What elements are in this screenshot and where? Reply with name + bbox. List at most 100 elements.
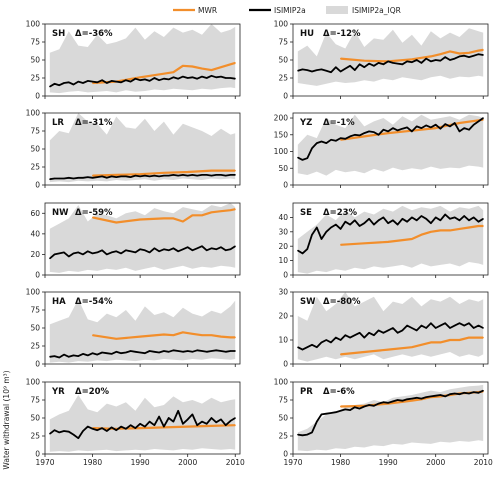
panel-lr: 0 25 50 75 100 LR Δ=-31% — [26, 109, 241, 190]
data-point-isimip2a — [349, 409, 351, 411]
data-point-isimip2a — [144, 249, 146, 251]
data-point-isimip2a — [406, 398, 408, 400]
data-point-isimip2a — [72, 252, 75, 254]
data-point-isimip2a — [416, 59, 418, 61]
y-axis-label: Water withdrawal (10⁹ m³) — [2, 370, 11, 469]
data-point-isimip2a — [168, 175, 170, 177]
data-point-isimip2a — [387, 402, 389, 404]
data-point-isimip2a — [311, 147, 313, 149]
data-point-isimip2a — [435, 327, 437, 329]
data-point-mwr — [220, 66, 222, 68]
data-point-isimip2a — [482, 390, 484, 392]
data-point-isimip2a — [392, 127, 394, 129]
data-point-isimip2a — [320, 140, 323, 143]
series-line-isimip2a — [297, 322, 484, 351]
legend-swatch-iqr — [326, 6, 348, 14]
data-point-isimip2a — [191, 76, 193, 78]
y-tick-label: 0 — [283, 450, 288, 459]
data-point-isimip2a — [340, 228, 342, 230]
data-point-isimip2a — [335, 66, 337, 68]
data-point-isimip2a — [111, 175, 113, 177]
data-point-isimip2a — [449, 59, 451, 61]
data-point-isimip2a — [130, 250, 132, 252]
data-point-mwr — [439, 53, 441, 55]
data-point-isimip2a — [158, 250, 160, 252]
data-point-isimip2a — [68, 431, 70, 433]
data-point-isimip2a — [359, 225, 361, 227]
data-point-isimip2a — [425, 327, 427, 329]
data-point-isimip2a — [172, 76, 174, 78]
data-point-mwr — [340, 405, 342, 408]
data-point-isimip2a — [106, 352, 108, 354]
data-point-isimip2a — [349, 337, 351, 339]
data-point-isimip2a — [468, 392, 470, 395]
data-point-isimip2a — [63, 82, 65, 84]
data-point-isimip2a — [53, 83, 56, 85]
y-tick-label: 0 — [35, 271, 40, 280]
y-tick-label: 50 — [30, 324, 40, 333]
data-point-isimip2a — [92, 252, 94, 254]
data-point-isimip2a — [458, 322, 461, 324]
y-tick-label: 30 — [278, 288, 288, 297]
data-point-isimip2a — [340, 339, 342, 341]
data-point-isimip2a — [168, 351, 170, 353]
data-point-mwr — [420, 234, 422, 236]
data-point-isimip2a — [177, 250, 179, 252]
data-point-isimip2a — [77, 177, 79, 179]
panel-delta: Δ=-12% — [323, 29, 361, 39]
data-point-mwr — [182, 331, 184, 333]
data-point-isimip2a — [101, 175, 103, 177]
data-point-isimip2a — [172, 349, 174, 351]
data-point-isimip2a — [96, 176, 98, 178]
panel-label: YR — [51, 387, 65, 397]
data-point-isimip2a — [168, 249, 170, 251]
data-point-isimip2a — [392, 400, 394, 402]
data-point-isimip2a — [473, 216, 475, 218]
data-point-isimip2a — [368, 404, 370, 406]
data-point-isimip2a — [101, 427, 103, 429]
data-point-isimip2a — [373, 224, 375, 226]
panel-delta: Δ=-59% — [75, 208, 113, 218]
axes-frame — [292, 291, 489, 365]
data-point-isimip2a — [120, 175, 122, 177]
y-tick-label: 75 — [278, 38, 288, 47]
y-tick-label: 100 — [26, 378, 41, 387]
data-point-isimip2a — [311, 70, 313, 73]
data-point-isimip2a — [435, 59, 437, 61]
data-point-isimip2a — [68, 255, 70, 258]
data-point-isimip2a — [301, 159, 304, 161]
data-point-isimip2a — [115, 81, 117, 83]
data-point-isimip2a — [49, 433, 51, 435]
data-point-mwr — [163, 172, 165, 174]
data-point-isimip2a — [215, 349, 217, 351]
data-point-isimip2a — [234, 417, 236, 419]
data-point-mwr — [92, 216, 94, 218]
data-point-isimip2a — [444, 56, 446, 58]
data-point-isimip2a — [406, 325, 408, 327]
data-point-mwr — [411, 346, 413, 348]
panel-delta: Δ=23% — [323, 208, 358, 218]
data-point-isimip2a — [111, 353, 113, 355]
data-point-isimip2a — [77, 251, 79, 253]
data-point-isimip2a — [163, 175, 165, 177]
data-point-isimip2a — [58, 356, 60, 359]
data-point-isimip2a — [96, 429, 98, 431]
data-point-isimip2a — [196, 349, 198, 351]
data-point-mwr — [482, 225, 484, 227]
data-point-isimip2a — [49, 356, 51, 358]
data-point-isimip2a — [130, 176, 132, 178]
data-point-isimip2a — [215, 421, 217, 423]
data-point-mwr — [449, 339, 451, 341]
data-point-isimip2a — [397, 332, 399, 334]
data-point-isimip2a — [225, 351, 227, 353]
data-point-isimip2a — [92, 81, 94, 83]
y-tick-label: 25 — [30, 163, 40, 172]
data-point-isimip2a — [163, 426, 165, 428]
data-point-isimip2a — [330, 71, 332, 73]
data-point-isimip2a — [172, 421, 174, 423]
panel-delta: Δ=-6% — [323, 387, 355, 397]
data-point-isimip2a — [368, 218, 370, 220]
data-point-isimip2a — [406, 221, 408, 223]
data-point-mwr — [477, 337, 480, 339]
